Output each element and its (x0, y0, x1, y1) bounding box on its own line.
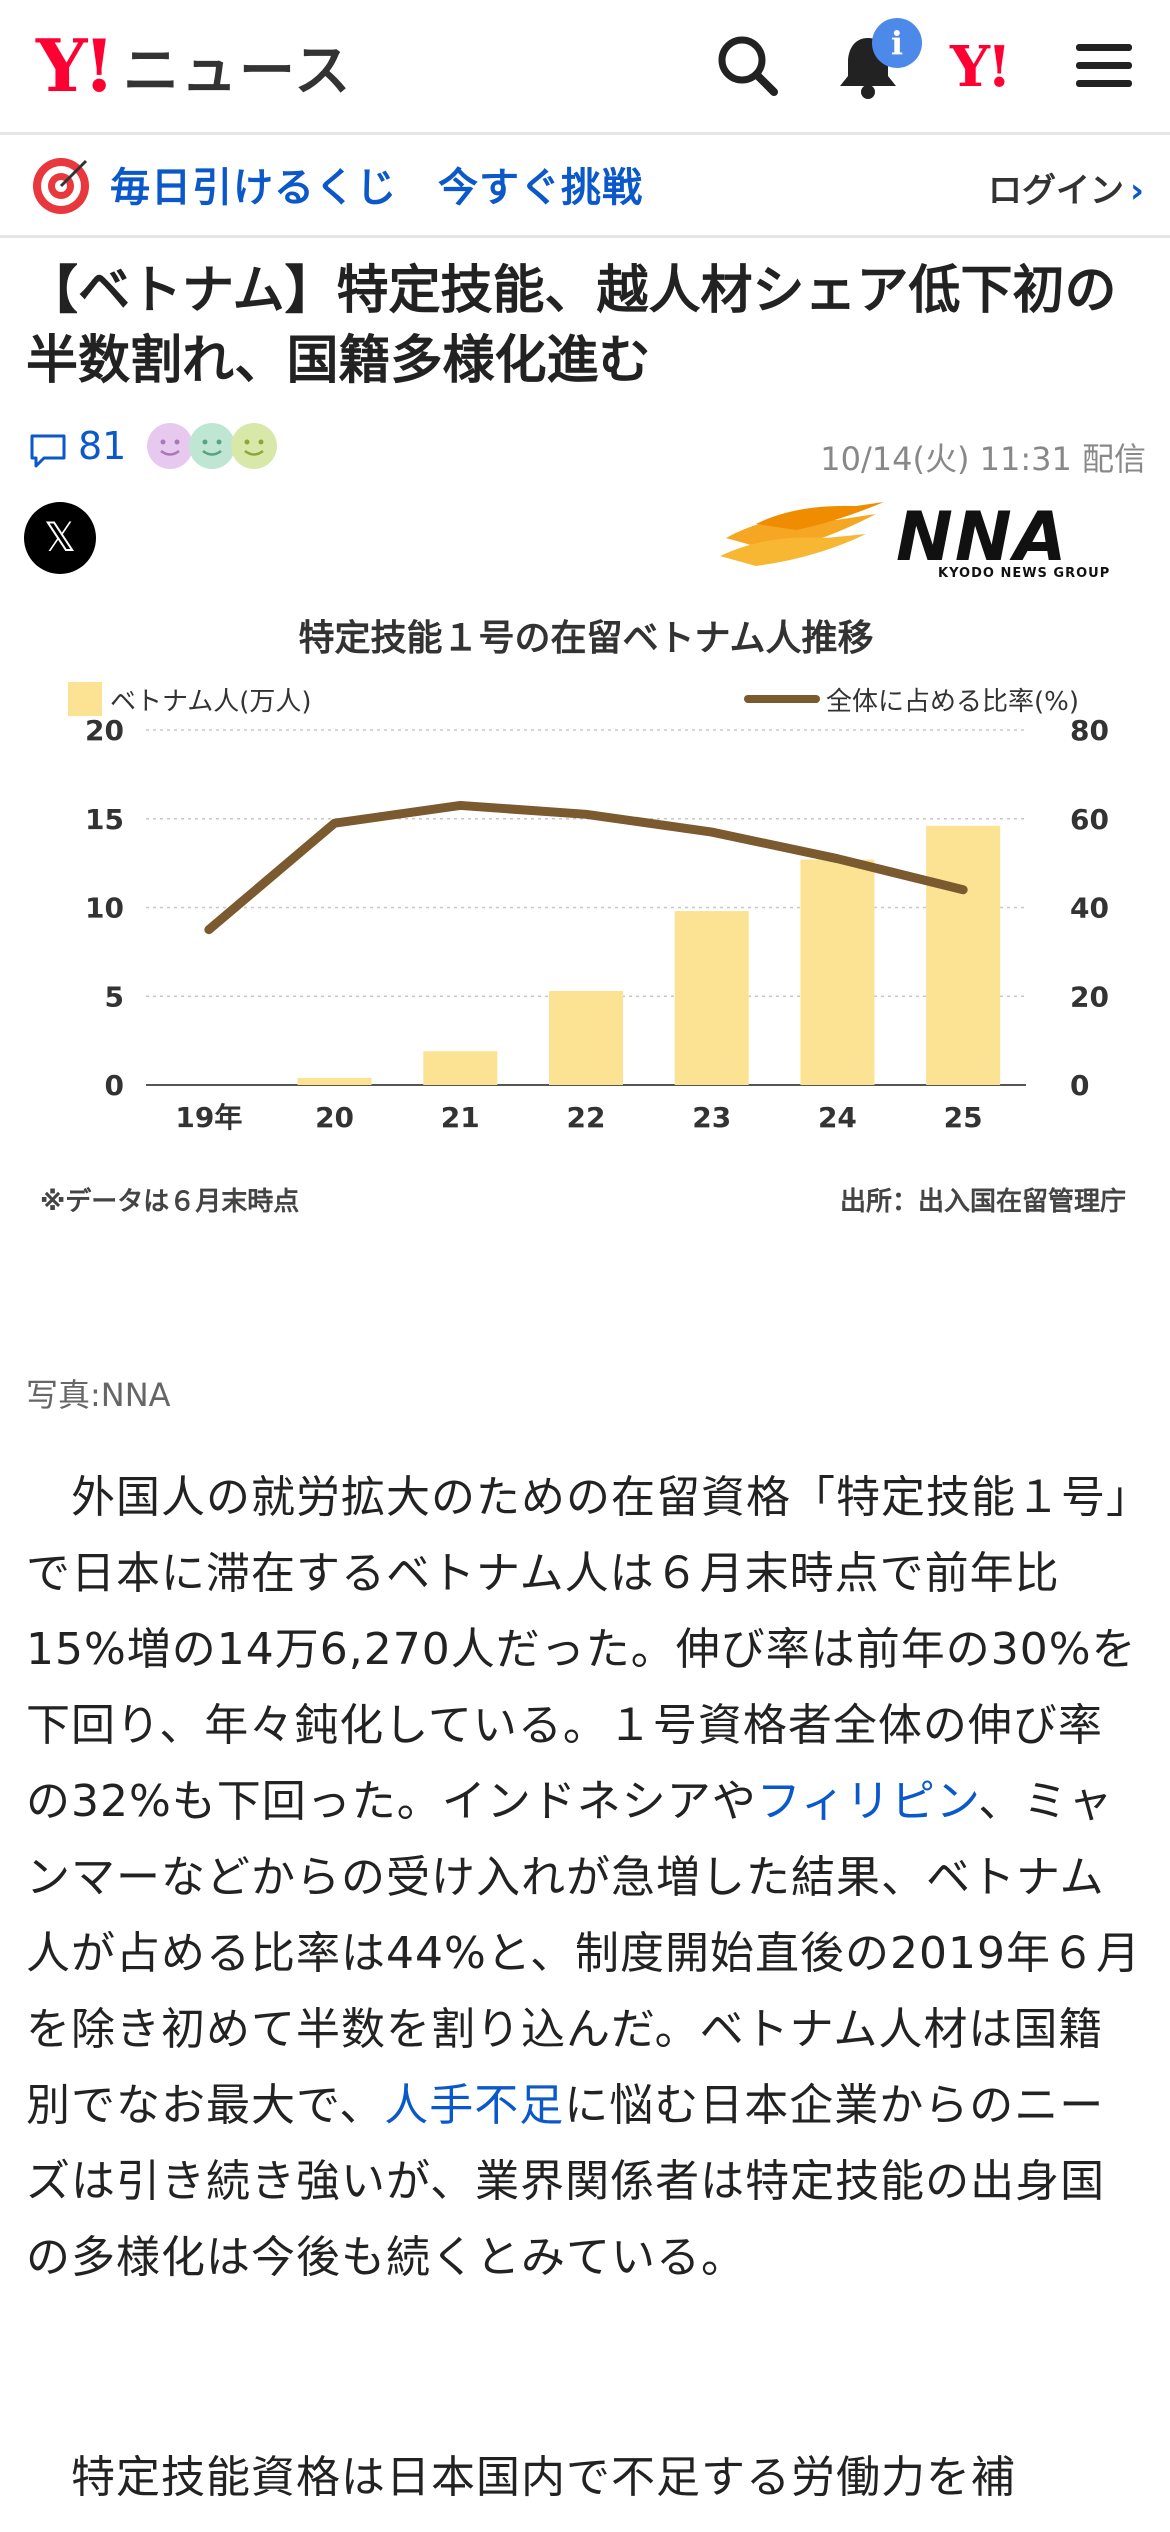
bar (800, 859, 875, 1085)
nna-logo-subtext: KYODO NEWS GROUP (938, 566, 1111, 581)
legend-bar-swatch (68, 682, 102, 716)
comment-icon[interactable] (28, 430, 68, 470)
yahoo-news-logo[interactable]: Y! ニュース (36, 26, 352, 106)
x-tick-label: 23 (692, 1101, 731, 1134)
lottery-promo-bar[interactable]: 毎日引けるくじ 今すぐ挑戦 ログイン › (0, 135, 1170, 238)
nna-logo-text: NNA (896, 498, 1069, 577)
y-left-tick-label: 10 (85, 892, 124, 925)
y-left-tick-label: 5 (105, 980, 124, 1013)
chevron-right-icon: › (1129, 171, 1144, 211)
bar (674, 911, 749, 1085)
comment-count[interactable]: 81 (78, 424, 127, 468)
x-tick-label: 22 (567, 1101, 606, 1134)
app-header: Y! ニュース i Y! (0, 0, 1170, 135)
chart-source: 出所：出入国在留管理庁 (840, 1186, 1126, 1217)
reaction-face-icon (189, 423, 235, 469)
logo-mark: Y! (36, 23, 115, 108)
body-text-c: に悩む日本企業からのニーズは引き続き強いが、業界関係者は特定技能の出身国の多様化… (26, 2080, 1106, 2283)
x-tick-label: 19年 (175, 1101, 242, 1134)
bar (549, 990, 623, 1085)
x-tick-label: 21 (441, 1101, 480, 1134)
search-icon[interactable] (712, 30, 784, 102)
y-right-tick-label: 20 (1070, 980, 1109, 1013)
article-title: 【ベトナム】特定技能、越人材シェア低下初の半数割れ、国籍多様化進む (26, 261, 1117, 391)
keyword-link-philippines[interactable]: フィリピン (756, 1776, 979, 1827)
yahoo-mini-logo[interactable]: Y! (950, 34, 1012, 100)
article-meta: 81 10/14(火) 11:31 配信 (26, 420, 1146, 490)
menu-icon[interactable] (1068, 30, 1140, 102)
ratio-line (204, 800, 968, 935)
target-icon (33, 158, 89, 214)
login-label: ログイン (987, 171, 1124, 211)
y-left-tick-label: 0 (105, 1069, 124, 1102)
y-left-tick-label: 15 (85, 803, 124, 836)
reaction-face-icon (231, 423, 277, 469)
y-right-tick-label: 0 (1070, 1069, 1089, 1102)
nna-wave-logo (720, 502, 884, 566)
photo-credit: 写真:NNA (26, 1376, 171, 1414)
promo-text[interactable]: 毎日引けるくじ 今すぐ挑戦 (110, 165, 643, 211)
bar (926, 825, 1001, 1085)
bar (423, 1051, 498, 1085)
y-right-tick-label: 60 (1070, 803, 1109, 836)
y-right-tick-label: 80 (1070, 714, 1109, 747)
x-tick-label: 20 (315, 1101, 354, 1134)
y-right-tick-label: 40 (1070, 892, 1109, 925)
x-share-button[interactable]: 𝕏 (24, 502, 96, 574)
legend-bar-label: ベトナム人(万人) (110, 687, 312, 717)
chart-note: ※データは６月末時点 (40, 1186, 299, 1217)
logo-text: ニュース (123, 38, 353, 104)
publish-date: 10/14(火) 11:31 配信 (820, 440, 1146, 478)
y-left-tick-label: 20 (85, 714, 124, 747)
article-body-paragraph: 外国人の就労拡大のための在留資格「特定技能１号」で日本に滞在するベトナム人は６月… (26, 1460, 1146, 2296)
notification-badge: i (872, 18, 922, 68)
x-tick-label: 25 (944, 1101, 983, 1134)
x-tick-label: 24 (818, 1101, 857, 1134)
body-text-a: 外国人の就労拡大のための在留資格「特定技能１号」で日本に滞在するベトナム人は６月… (26, 1472, 1137, 1827)
body-text-b: 、ミャンマーなどからの受け入れが急増した結果、ベトナム人が占める比率は44%と、… (26, 1776, 1142, 2131)
login-link[interactable]: ログイン › (988, 163, 1144, 212)
body-text-p2: 特定技能資格は日本国内で不足する労働力を補 (71, 2452, 1016, 2503)
article-figure: NNA KYODO NEWS GROUP 特定技能１号の在留ベトナム人推移ベトナ… (26, 490, 1146, 1350)
keyword-link-labor-shortage[interactable]: 人手不足 (384, 2080, 565, 2131)
article-body-paragraph-2: 特定技能資格は日本国内で不足する労働力を補 (26, 2440, 1146, 2516)
legend-line-label: 全体に占める比率(%) (826, 687, 1079, 717)
chart-title: 特定技能１号の在留ベトナム人推移 (299, 618, 874, 659)
bar (297, 1077, 372, 1085)
reaction-face-icon (147, 423, 193, 469)
